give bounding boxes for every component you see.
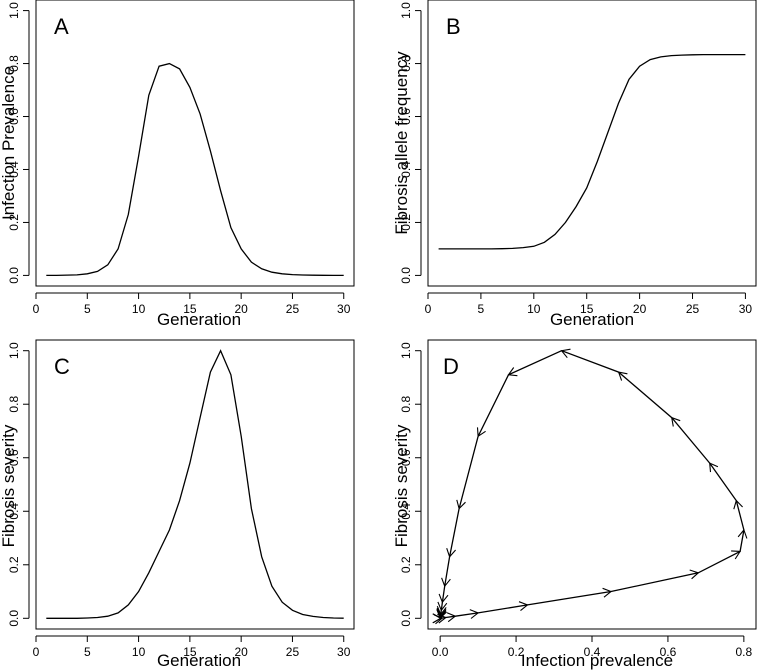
x-tick-label: 20 bbox=[633, 302, 647, 316]
y-tick-label: 0.6 bbox=[7, 108, 21, 125]
x-tick-label: 25 bbox=[686, 302, 700, 316]
plot-frame bbox=[35, 339, 355, 630]
plot-frame bbox=[427, 0, 757, 287]
y-tick-label: 0.2 bbox=[399, 214, 413, 231]
x-tick-label: 20 bbox=[234, 645, 248, 659]
series-line bbox=[439, 349, 745, 619]
arrow-head bbox=[731, 550, 742, 560]
arrow-head bbox=[737, 528, 748, 539]
arrow-head bbox=[469, 609, 480, 619]
panel-b-label: B bbox=[446, 14, 461, 39]
arrow-head bbox=[560, 348, 571, 359]
panel-d-xlabel: Infection prevalence bbox=[521, 651, 673, 670]
panel-b-ylabel: Fibrosis allele frequency bbox=[392, 51, 411, 235]
arrow-head bbox=[433, 614, 444, 625]
y-tick-label: 0.2 bbox=[7, 556, 21, 573]
arrow-head bbox=[476, 427, 486, 438]
arrow-head bbox=[437, 609, 447, 620]
x-tick-label: 20 bbox=[234, 302, 248, 316]
x-tick-label: 10 bbox=[132, 645, 146, 659]
plot-frame bbox=[35, 0, 355, 287]
panel-d: D Infection prevalence Fibrosis severity… bbox=[392, 339, 757, 670]
x-tick-label: 25 bbox=[286, 645, 300, 659]
y-tick-label: 0.0 bbox=[7, 267, 21, 284]
x-tick-label: 0.6 bbox=[660, 645, 677, 659]
series-line bbox=[46, 62, 344, 277]
x-tick-label: 30 bbox=[337, 302, 351, 316]
panel-d-ylabel: Fibrosis severity bbox=[392, 424, 411, 547]
y-tick-label: 0.4 bbox=[7, 161, 21, 178]
x-tick-label: 30 bbox=[337, 645, 351, 659]
arrow-head bbox=[446, 612, 457, 623]
y-tick-label: 0.4 bbox=[7, 503, 21, 520]
x-tick-label: 0.8 bbox=[736, 645, 753, 659]
arrow-head bbox=[689, 569, 700, 580]
arrow-head bbox=[441, 577, 451, 588]
y-tick-label: 0.6 bbox=[7, 449, 21, 466]
x-tick-label: 0.4 bbox=[584, 645, 601, 659]
panel-a: A Generation Infection Prevalence 0 5 10 15… bbox=[0, 0, 355, 329]
y-tick-label: 1.0 bbox=[7, 342, 21, 359]
panel-a-xlabel: Generation bbox=[157, 310, 241, 329]
arrow-head bbox=[518, 601, 529, 612]
plot-frame bbox=[427, 339, 757, 630]
x-tick-label: 5 bbox=[84, 302, 91, 316]
arrow-head bbox=[709, 462, 719, 473]
panel-c-label: C bbox=[54, 354, 70, 379]
x-tick-label: 0 bbox=[33, 302, 40, 316]
y-tick-label: 0.0 bbox=[7, 610, 21, 627]
x-tick-label: 0.0 bbox=[432, 645, 449, 659]
arrow-head bbox=[446, 548, 457, 558]
x-tick-label: 0 bbox=[33, 645, 40, 659]
y-tick-label: 0.4 bbox=[399, 503, 413, 520]
panel-a-label: A bbox=[54, 14, 69, 39]
y-tick-label: 0.6 bbox=[399, 108, 413, 125]
arrow-head bbox=[436, 605, 447, 616]
panel-c-ylabel: Fibrosis severity bbox=[0, 424, 18, 547]
x-tick-label: 10 bbox=[527, 302, 541, 316]
y-tick-label: 0.2 bbox=[399, 556, 413, 573]
y-tick-label: 0.8 bbox=[7, 55, 21, 72]
arrow-head bbox=[733, 499, 743, 510]
panel-c: C Generation Fibrosis severity 0 5 10 15 20 2… bbox=[0, 339, 355, 670]
y-tick-label: 0.0 bbox=[399, 610, 413, 627]
x-tick-label: 5 bbox=[84, 645, 91, 659]
x-tick-label: 15 bbox=[183, 645, 197, 659]
panel-a-ylabel: Infection Prevalence bbox=[0, 66, 18, 220]
x-tick-label: 0.2 bbox=[508, 645, 525, 659]
x-tick-label: 30 bbox=[739, 302, 753, 316]
arrow-head bbox=[602, 587, 613, 598]
panel-c-xlabel: Generation bbox=[157, 651, 241, 670]
y-tick-label: 1.0 bbox=[399, 342, 413, 359]
y-tick-label: 0.4 bbox=[399, 161, 413, 178]
x-tick-label: 15 bbox=[580, 302, 594, 316]
arrow-head bbox=[438, 593, 449, 604]
series-line bbox=[46, 349, 344, 619]
x-tick-label: 10 bbox=[132, 302, 146, 316]
x-tick-label: 25 bbox=[286, 302, 300, 316]
y-tick-label: 0.6 bbox=[399, 449, 413, 466]
panel-b: B Generation Fibrosis allele frequency 0… bbox=[392, 0, 757, 329]
x-tick-label: 5 bbox=[478, 302, 485, 316]
y-tick-label: 0.8 bbox=[7, 396, 21, 413]
panel-b-xlabel: Generation bbox=[550, 310, 634, 329]
arrow-head bbox=[437, 601, 448, 612]
y-tick-label: 0.2 bbox=[7, 214, 21, 231]
x-tick-label: 0 bbox=[425, 302, 432, 316]
y-tick-label: 0.8 bbox=[399, 396, 413, 413]
y-tick-label: 1.0 bbox=[399, 2, 413, 19]
arrow-head bbox=[670, 416, 681, 427]
arrow-head bbox=[507, 367, 518, 377]
y-tick-label: 0.8 bbox=[399, 55, 413, 72]
arrow-head bbox=[617, 371, 628, 381]
y-tick-label: 1.0 bbox=[7, 2, 21, 19]
x-tick-label: 15 bbox=[183, 302, 197, 316]
arrow-head bbox=[456, 499, 466, 510]
panel-d-label: D bbox=[443, 354, 459, 379]
series-line bbox=[438, 53, 746, 250]
y-tick-label: 0.0 bbox=[399, 267, 413, 284]
